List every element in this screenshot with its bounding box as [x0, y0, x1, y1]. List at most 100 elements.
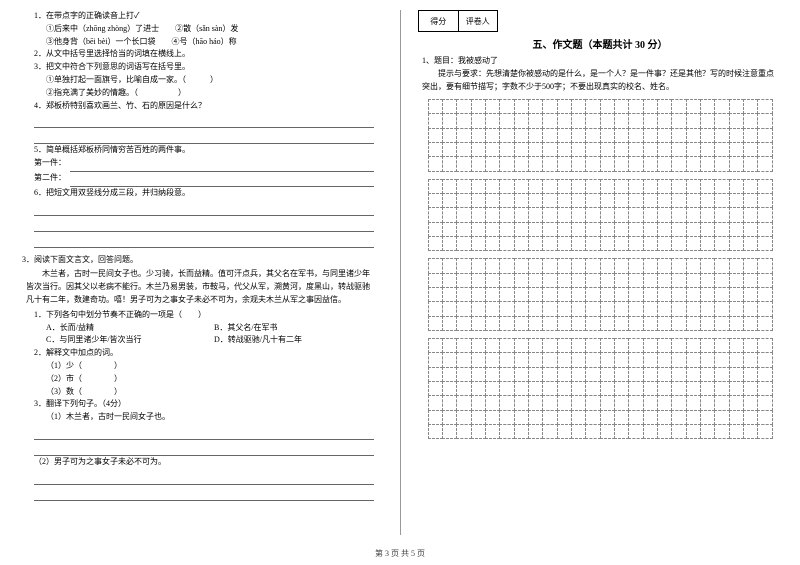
grid-cell [485, 258, 500, 273]
grid-cell [557, 156, 572, 171]
answer-line [34, 444, 374, 456]
grid-cell [557, 99, 572, 114]
grid-cell [442, 395, 457, 410]
grid-cell [514, 273, 529, 288]
answer-line [34, 204, 374, 216]
grid-cell [514, 99, 529, 114]
grid [428, 339, 772, 439]
grid-cell [571, 156, 586, 171]
grid-cell [614, 273, 629, 288]
grid-cell [600, 179, 615, 194]
grid-cell [628, 338, 643, 353]
grid-cell [643, 142, 658, 157]
grid-cell [456, 287, 471, 302]
grid-cell [571, 301, 586, 316]
grid-block [428, 99, 772, 171]
grid-cell [542, 316, 557, 331]
grid-cell [686, 236, 701, 251]
grid-cell [714, 395, 729, 410]
grid-cell [700, 128, 715, 143]
grid-cell [571, 316, 586, 331]
grid-cell [671, 236, 686, 251]
grid-cell [428, 316, 443, 331]
grid-cell [657, 273, 672, 288]
grid-cell [657, 338, 672, 353]
grid-cell [628, 156, 643, 171]
grid-cell [499, 395, 514, 410]
grid-cell [700, 287, 715, 302]
grid-cell [557, 424, 572, 439]
grid-cell [571, 236, 586, 251]
grid-cell [499, 410, 514, 425]
grid-cell [428, 128, 443, 143]
grid-cell [657, 395, 672, 410]
grid-cell [686, 424, 701, 439]
grid-cell [671, 142, 686, 157]
grid-cell [585, 99, 600, 114]
grid-cell [557, 128, 572, 143]
grid-cell [542, 301, 557, 316]
grid-cell [600, 222, 615, 237]
grid-cell [528, 301, 543, 316]
grid-cell [614, 156, 629, 171]
grid-cell [471, 287, 486, 302]
grid-cell [571, 381, 586, 396]
grid-cell [571, 179, 586, 194]
grid-cell [456, 258, 471, 273]
grid-cell [614, 128, 629, 143]
grid-cell [643, 113, 658, 128]
grid-cell [700, 193, 715, 208]
grid-cell [614, 142, 629, 157]
grid-cell [628, 381, 643, 396]
grid-cell [714, 424, 729, 439]
grid-cell [600, 99, 615, 114]
grid-cell [485, 156, 500, 171]
grid-cell [671, 316, 686, 331]
grid-cell [428, 113, 443, 128]
grid-cell [628, 352, 643, 367]
grid-cell [542, 338, 557, 353]
grid-cell [428, 99, 443, 114]
grid-cell [442, 156, 457, 171]
grid-cell [442, 381, 457, 396]
grid-cell [456, 113, 471, 128]
grid-cell [700, 273, 715, 288]
grid-cell [428, 142, 443, 157]
grid-cell [614, 395, 629, 410]
grid-cell [442, 142, 457, 157]
grid-cell [557, 410, 572, 425]
grid-cell [557, 236, 572, 251]
grid-cell [743, 352, 758, 367]
q5: 5．简单概括郑板桥同情穷苦百姓的两件事。 [34, 144, 382, 157]
grid-cell [456, 156, 471, 171]
grid-cell [442, 316, 457, 331]
s3a: （1）木兰者，古时一民间女子也。 [46, 411, 382, 424]
grid-cell [614, 258, 629, 273]
grid-cell [614, 352, 629, 367]
s3b: （2）男子可为之事女子未必不可为。 [34, 456, 382, 469]
grid-cell [671, 113, 686, 128]
grid-cell [643, 222, 658, 237]
grid-cell [643, 99, 658, 114]
grid-cell [643, 236, 658, 251]
grid-cell [686, 273, 701, 288]
grid-cell [471, 367, 486, 382]
grid-cell [671, 287, 686, 302]
grid-cell [499, 236, 514, 251]
grid-cell [499, 179, 514, 194]
grid-cell [600, 156, 615, 171]
grid-cell [471, 410, 486, 425]
grid-cell [671, 381, 686, 396]
grid-cell [542, 207, 557, 222]
grid-cell [671, 395, 686, 410]
grid-cell [614, 113, 629, 128]
grid-cell [528, 352, 543, 367]
grid-cell [557, 352, 572, 367]
grid-cell [671, 301, 686, 316]
grid-cell [471, 236, 486, 251]
grid-cell [571, 113, 586, 128]
grid-cell [542, 179, 557, 194]
grid-cell [428, 156, 443, 171]
grid-cell [714, 99, 729, 114]
answer-line [70, 175, 374, 187]
